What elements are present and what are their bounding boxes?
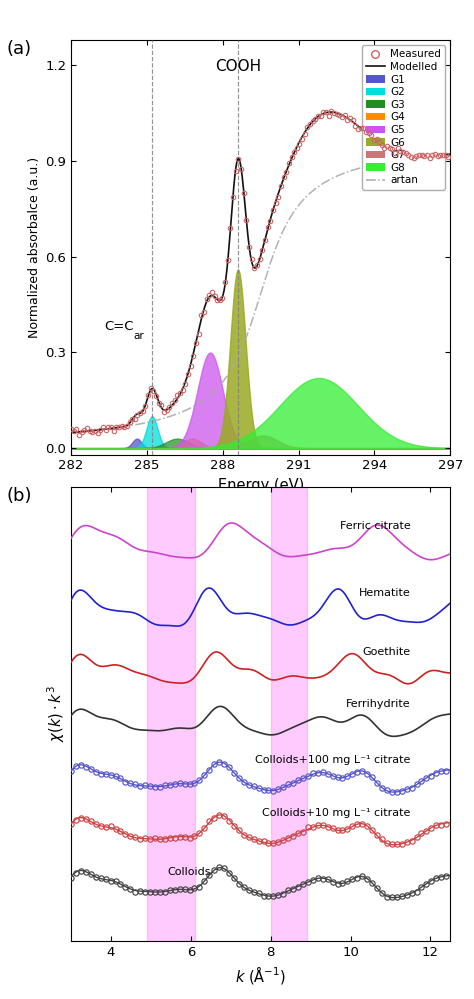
Text: Hematite: Hematite (359, 588, 410, 598)
Text: Colloids+10 mg L⁻¹ citrate: Colloids+10 mg L⁻¹ citrate (262, 808, 410, 818)
Text: Ferrihydrite: Ferrihydrite (346, 699, 410, 709)
X-axis label: $k$ (Å$^{-1}$): $k$ (Å$^{-1}$) (235, 964, 286, 986)
Y-axis label: Normalized absorbalce (a.u.): Normalized absorbalce (a.u.) (28, 157, 41, 338)
X-axis label: Energy (eV): Energy (eV) (218, 478, 304, 493)
Text: ar: ar (133, 332, 144, 342)
Text: Ferric citrate: Ferric citrate (340, 520, 410, 530)
Text: Colloids: Colloids (167, 866, 211, 876)
Bar (147, 487, 195, 941)
Text: C=C: C=C (104, 321, 134, 334)
Text: (a): (a) (7, 40, 32, 58)
Y-axis label: $\chi(k) \cdot k^3$: $\chi(k) \cdot k^3$ (45, 685, 67, 742)
Text: (b): (b) (7, 487, 32, 504)
Bar (271, 487, 307, 941)
Legend: Measured, Modelled, G1, G2, G3, G4, G5, G6, G7, G8, artan: Measured, Modelled, G1, G2, G3, G4, G5, … (362, 45, 445, 190)
Text: Goethite: Goethite (362, 646, 410, 656)
Text: COOH: COOH (215, 59, 261, 74)
Text: Colloids+100 mg L⁻¹ citrate: Colloids+100 mg L⁻¹ citrate (255, 755, 410, 765)
